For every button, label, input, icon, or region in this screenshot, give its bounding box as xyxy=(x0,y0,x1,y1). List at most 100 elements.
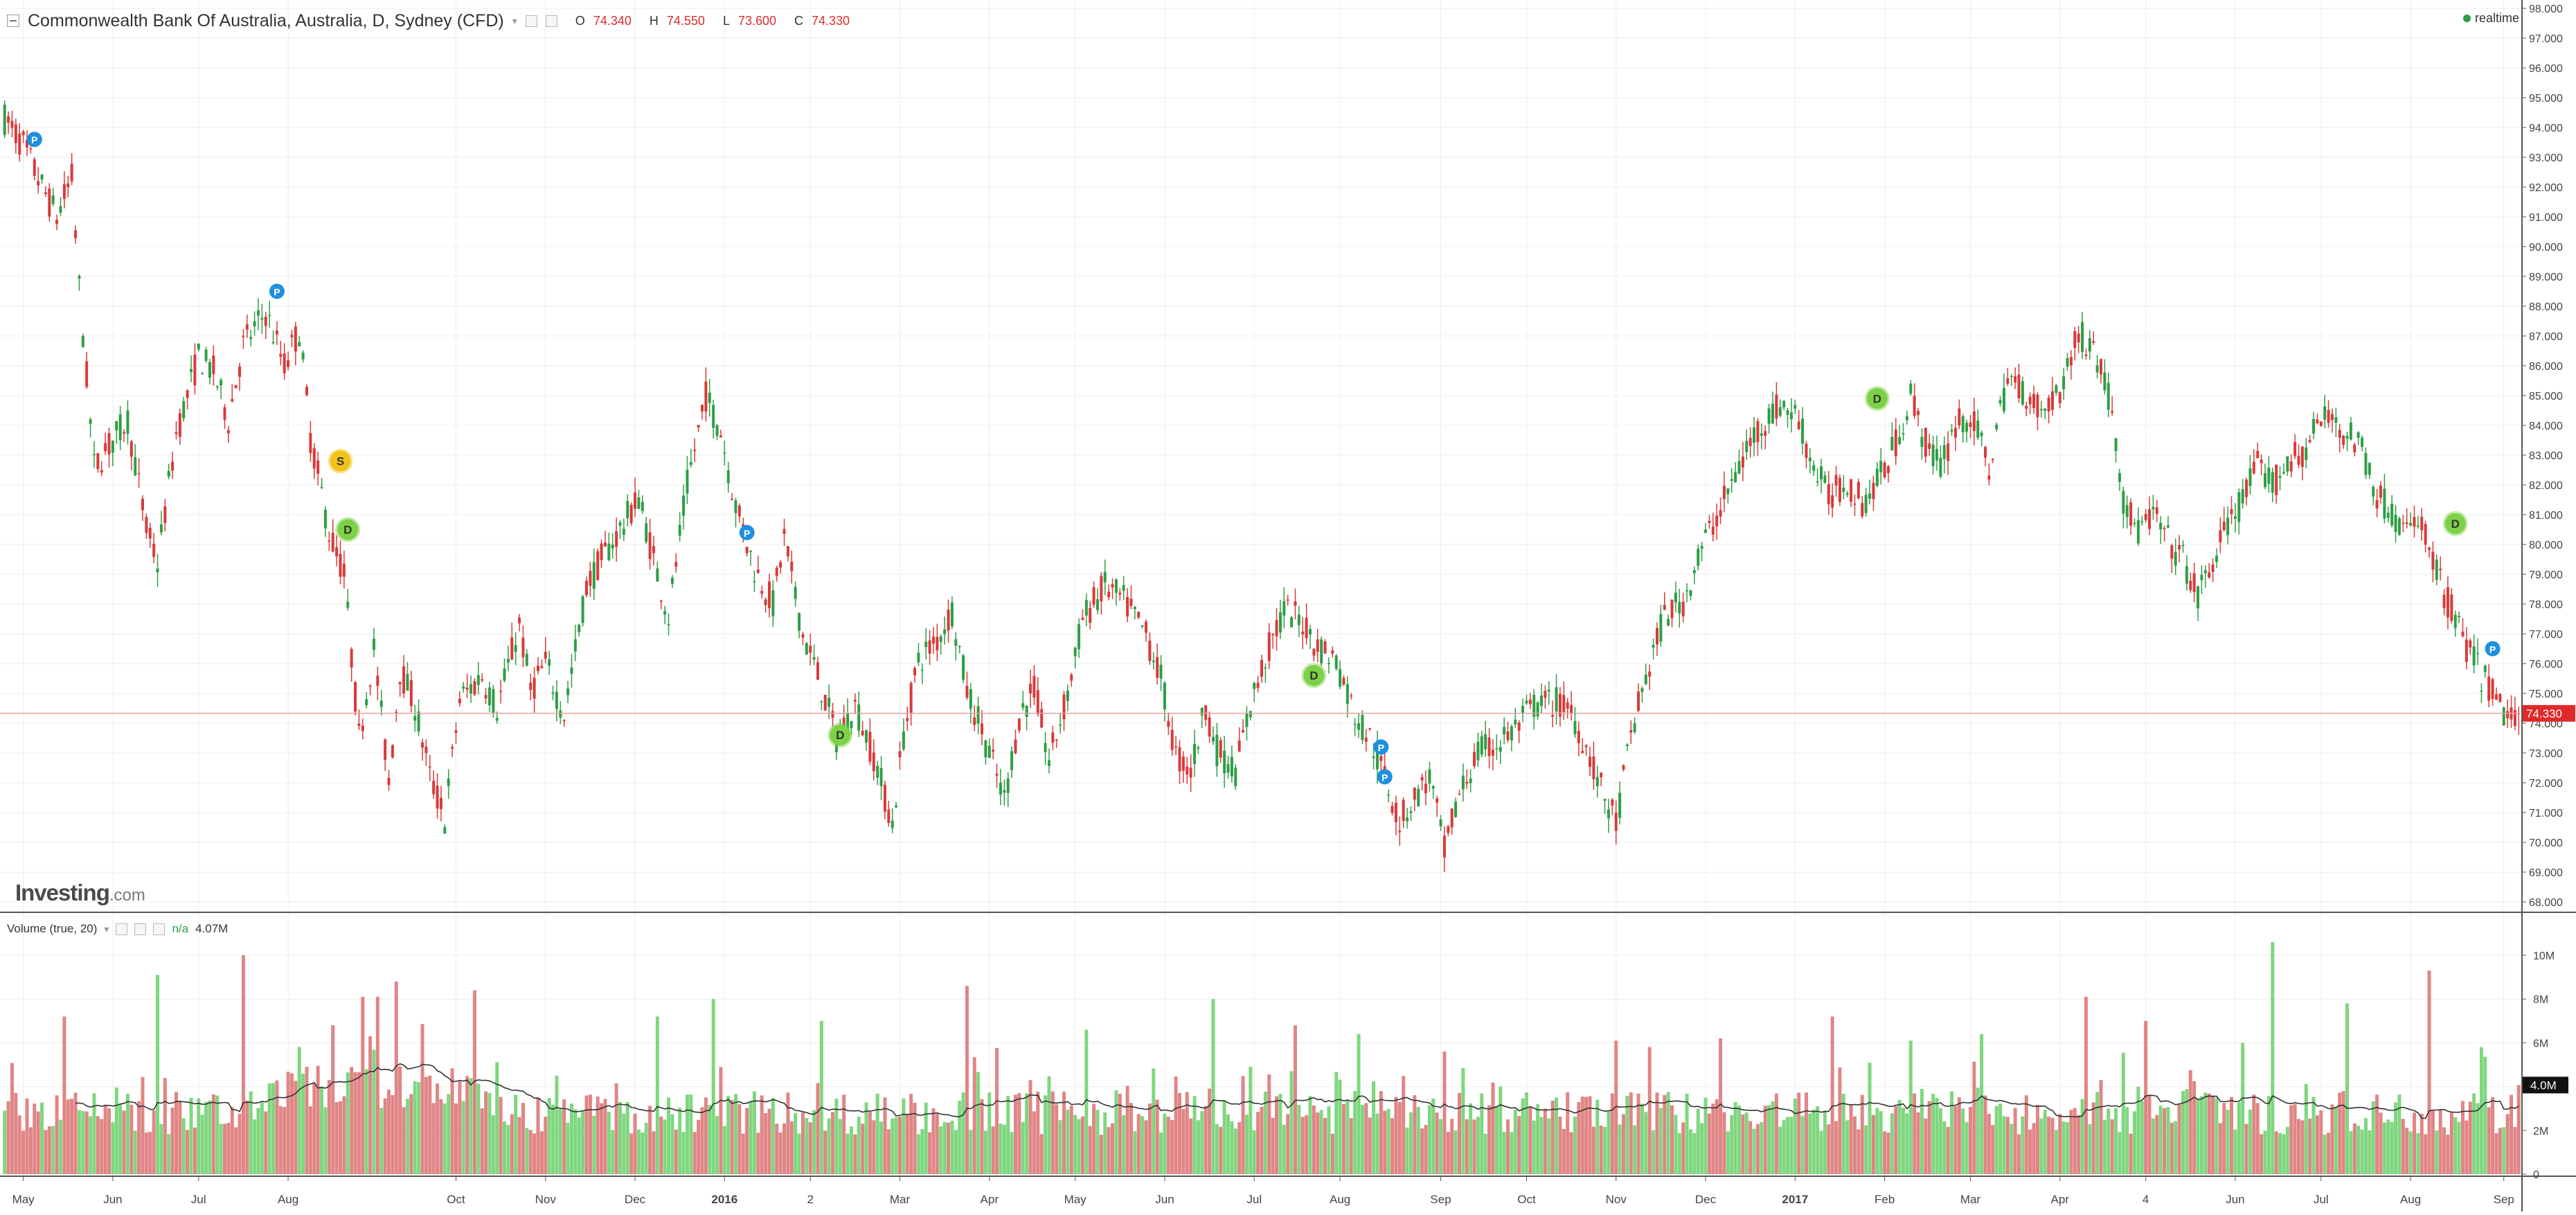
candle-body xyxy=(2050,391,2054,410)
volume-bar xyxy=(402,1107,406,1174)
candle-body xyxy=(462,686,465,689)
volume-bar xyxy=(1136,1114,1141,1174)
volume-bar xyxy=(525,1128,529,1174)
candle-body xyxy=(820,701,823,702)
volume-tick-label: 2M xyxy=(2533,1126,2548,1137)
volume-bar xyxy=(1263,1091,1267,1174)
candle-body xyxy=(2409,522,2413,526)
candle-body xyxy=(1947,443,1950,461)
chevron-down-icon[interactable]: ▾ xyxy=(512,15,517,26)
volume-bar xyxy=(2199,1096,2203,1174)
candle-body xyxy=(245,324,249,330)
candle-body xyxy=(2152,506,2155,510)
volume-bar xyxy=(719,1067,723,1174)
candle-body xyxy=(1249,711,1252,718)
volume-bar xyxy=(2163,1108,2167,1174)
volume-bar xyxy=(2151,1118,2155,1174)
candle-body xyxy=(1387,795,1390,796)
volume-bar xyxy=(394,981,398,1174)
volume-bar xyxy=(1147,1103,1152,1174)
candle-body xyxy=(2356,432,2360,438)
candle-body xyxy=(1928,443,1931,449)
settings-icon[interactable] xyxy=(525,15,537,27)
candle-body xyxy=(1353,724,1357,725)
volume-bar xyxy=(1924,1118,1928,1174)
candle-body xyxy=(1756,420,1760,443)
volume-bar xyxy=(1897,1099,1902,1174)
volume-bar xyxy=(2132,1111,2136,1174)
volume-bar xyxy=(465,1076,469,1174)
candle-body xyxy=(1715,515,1719,527)
volume-bar xyxy=(611,1130,615,1174)
candle-body xyxy=(2327,409,2330,423)
volume-bar xyxy=(800,1112,805,1174)
candle-body xyxy=(226,429,230,434)
volume-settings-icon[interactable] xyxy=(116,923,128,935)
volume-bar xyxy=(1965,1121,1969,1174)
volume-bar xyxy=(954,1130,958,1174)
candle-body xyxy=(421,742,424,748)
volume-bar xyxy=(1744,1112,1748,1174)
candle-body xyxy=(2267,467,2271,484)
volume-bar xyxy=(819,1020,823,1174)
candle-body xyxy=(2353,444,2356,453)
volume-bar xyxy=(89,1116,93,1174)
volume-bar xyxy=(491,1115,495,1174)
volume-close-icon[interactable] xyxy=(153,923,166,935)
volume-bar xyxy=(2218,1123,2222,1174)
candle-body xyxy=(1748,438,1752,447)
volume-bar xyxy=(636,1129,641,1174)
candle-body xyxy=(514,645,517,652)
volume-bar xyxy=(1111,1123,1115,1174)
volume-bar xyxy=(152,1110,156,1174)
volume-bar xyxy=(28,1127,33,1174)
candle-body xyxy=(1726,488,1730,495)
candle-body xyxy=(771,590,775,617)
volume-bar xyxy=(103,1106,107,1174)
candle-body xyxy=(1890,436,1894,451)
volume-bar xyxy=(2349,1131,2353,1174)
volume-bar xyxy=(2155,1115,2159,1174)
candle-body xyxy=(1409,811,1413,813)
collapse-icon[interactable] xyxy=(7,15,19,27)
volume-bar xyxy=(73,1092,78,1174)
volume-visibility-icon[interactable] xyxy=(134,923,147,935)
candle-body xyxy=(1480,736,1483,755)
volume-bar xyxy=(2502,1127,2506,1174)
volume-bar xyxy=(1827,1124,1831,1174)
volume-bar xyxy=(1241,1076,1245,1174)
candle-body xyxy=(1066,691,1069,702)
candle-body xyxy=(2345,436,2349,439)
volume-bar xyxy=(1890,1113,1894,1174)
volume-bar xyxy=(1397,1101,1402,1174)
candle-body xyxy=(645,523,648,542)
candle-body xyxy=(1961,416,1965,433)
candle-body xyxy=(1495,747,1499,750)
candle-body xyxy=(1103,571,1107,583)
candle-body xyxy=(1708,520,1711,523)
time-tick-label: Feb xyxy=(1875,1193,1895,1206)
volume-bar xyxy=(1875,1108,1879,1174)
volume-chevron-icon[interactable]: ▾ xyxy=(104,923,109,934)
volume-bars xyxy=(3,942,2521,1174)
volume-bar xyxy=(733,1094,737,1174)
volume-bar xyxy=(711,999,715,1174)
volume-bar xyxy=(2073,1108,2077,1174)
volume-bar xyxy=(484,1091,488,1174)
volume-label: Volume (true, 20) xyxy=(7,922,98,935)
volume-bar xyxy=(1028,1080,1032,1174)
volume-bar xyxy=(737,1104,742,1174)
candle-body xyxy=(469,684,473,694)
volume-tick-label: 8M xyxy=(2533,994,2548,1006)
visibility-icon[interactable] xyxy=(545,15,557,27)
candle-body xyxy=(831,711,834,718)
candle-body xyxy=(1003,790,1006,793)
volume-bar xyxy=(1528,1107,1532,1174)
candle-body xyxy=(1618,792,1622,818)
candle-body xyxy=(2014,376,2017,383)
volume-bar xyxy=(249,1091,253,1174)
candle-body xyxy=(1607,809,1610,819)
candle-body xyxy=(846,713,850,734)
candle-body xyxy=(551,692,555,694)
